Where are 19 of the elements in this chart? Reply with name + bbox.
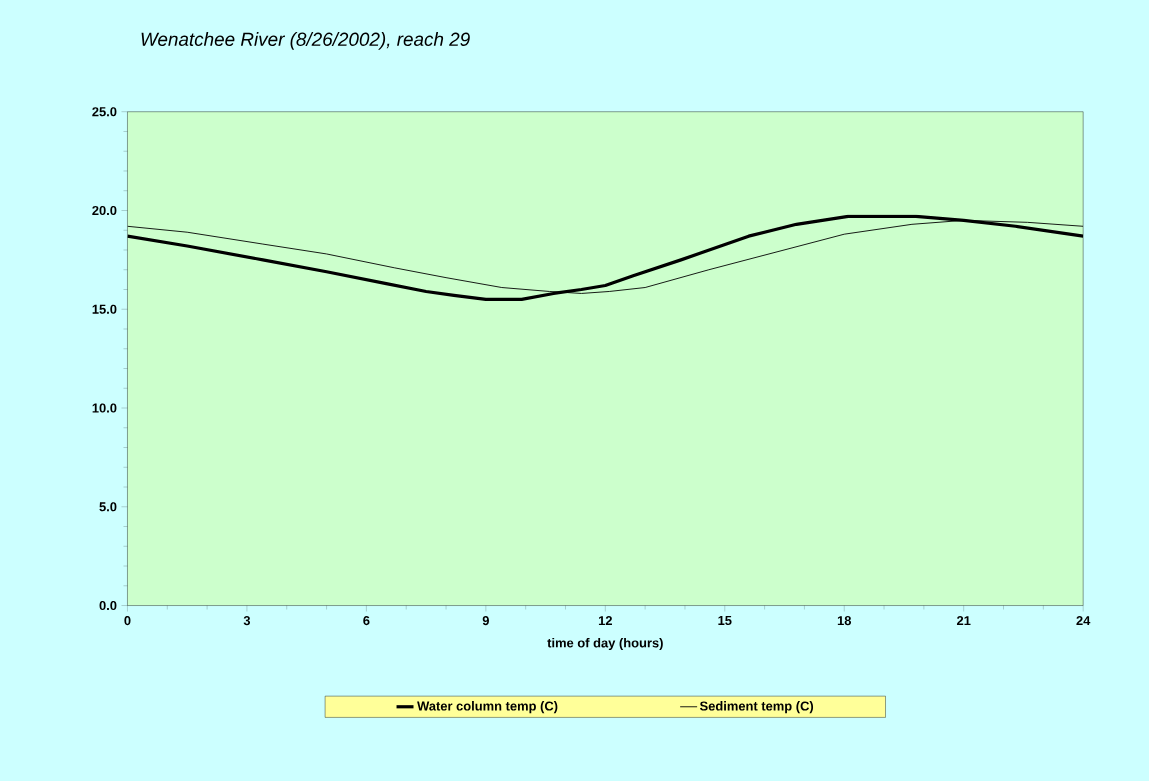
- legend-label: Sediment temp (C): [699, 701, 814, 714]
- x-tick-label: 3: [243, 615, 251, 626]
- x-tick-label: 18: [837, 615, 852, 626]
- x-tick-label: 15: [718, 615, 732, 625]
- y-tick-label: 0.0: [99, 600, 117, 611]
- y-tick-label: 5.0: [99, 502, 117, 512]
- x-tick-label: 12: [598, 615, 612, 625]
- legend-label: Water column temp (C): [417, 701, 558, 714]
- y-tick-label: 10.0: [92, 403, 117, 413]
- x-tick-label: 9: [482, 615, 489, 626]
- y-tick-label: 20.0: [92, 205, 117, 216]
- x-tick-label: 21: [956, 615, 971, 625]
- y-tick-label: 15.0: [92, 304, 117, 314]
- y-tick-label: 25.0: [92, 107, 117, 117]
- x-tick-label: 6: [363, 615, 370, 626]
- chart-title: Wenatchee River (8/26/2002), reach 29: [141, 32, 470, 50]
- x-tick-label: 24: [1076, 615, 1091, 625]
- x-axis-title: time of day (hours): [547, 637, 663, 650]
- x-tick-label: 0: [124, 615, 131, 626]
